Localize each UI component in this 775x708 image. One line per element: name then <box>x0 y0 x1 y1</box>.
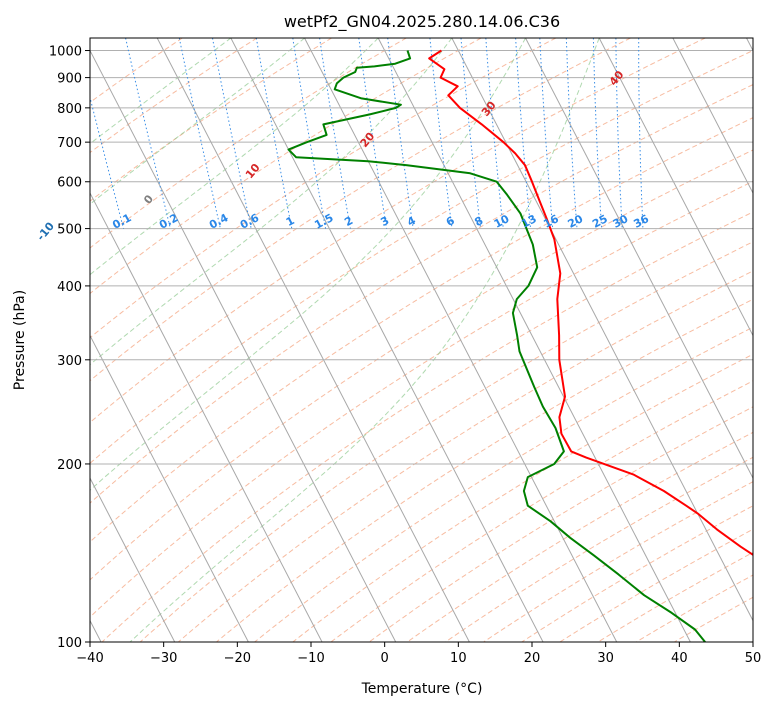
dry-adiabat <box>90 38 631 382</box>
x-tick-label: 10 <box>450 651 467 666</box>
dry-adiabat <box>254 326 753 642</box>
mixing-ratio-line <box>292 38 327 229</box>
y-tick-label: 600 <box>57 176 82 191</box>
moist-adiabat <box>90 38 379 276</box>
x-tick-label: −20 <box>224 651 251 666</box>
isotherm <box>304 38 618 642</box>
temperature-profile <box>428 49 753 556</box>
isotherm <box>230 38 544 642</box>
plot-frame <box>89 37 754 643</box>
isotherm <box>377 38 691 642</box>
y-tick-label: 700 <box>57 136 82 151</box>
mixing-ratio-line <box>460 38 482 229</box>
y-tick-label: 200 <box>57 458 82 473</box>
dry-adiabat <box>90 38 407 249</box>
moist-adiabat <box>90 38 526 491</box>
x-tick-label: 50 <box>745 651 762 666</box>
mixing-ratio-label: 25 <box>590 212 610 231</box>
isotherm <box>90 191 323 642</box>
dry-adiabat <box>90 84 753 504</box>
x-tick-label: 0 <box>381 651 389 666</box>
dry-adiabat <box>90 49 753 464</box>
mixing-ratio-line <box>125 38 171 229</box>
mixing-ratio-line <box>319 38 351 229</box>
y-tick-label: 500 <box>57 223 82 238</box>
y-axis-title: Pressure (hPa) <box>12 290 28 390</box>
dry-adiabat <box>483 481 753 642</box>
x-tick-label: 30 <box>597 651 614 666</box>
mixing-ratio-label: 10 <box>492 212 512 231</box>
x-axis-title: Temperature (°C) <box>361 681 483 697</box>
isotherm <box>525 38 753 480</box>
x-tick-label: −40 <box>76 651 103 666</box>
dry-adiabat <box>90 38 258 154</box>
dry-adiabat <box>292 353 753 642</box>
dry-adiabat <box>90 38 706 424</box>
y-tick-label: 800 <box>57 102 82 117</box>
mixing-ratio-label: 20 <box>566 212 586 231</box>
x-tick-label: 40 <box>671 651 688 666</box>
isotherm <box>598 38 753 337</box>
isotherm <box>90 49 397 642</box>
x-tick-label: −10 <box>297 651 324 666</box>
dry-adiabat <box>101 211 753 642</box>
dry-adiabat <box>407 431 753 642</box>
dry-adiabat <box>90 149 753 581</box>
mixing-ratio-label: 30 <box>611 212 631 231</box>
x-tick-label: −30 <box>150 651 177 666</box>
mixing-ratio-line <box>429 38 453 229</box>
y-tick-label: 900 <box>57 72 82 87</box>
dry-adiabat <box>90 117 753 543</box>
dry-adiabat <box>368 406 753 642</box>
y-tick-label: 400 <box>57 280 82 295</box>
mixing-ratio-label: 36 <box>631 212 651 231</box>
plot-area <box>90 38 753 642</box>
chart-title: wetPf2_GN04.2025.280.14.06.C36 <box>284 12 560 32</box>
dewpoint-profile <box>287 50 706 642</box>
isotherm <box>156 38 470 642</box>
dry-adiabat <box>177 270 753 642</box>
moist-adiabat <box>90 38 453 366</box>
isotherm <box>90 334 249 642</box>
y-tick-label: 100 <box>57 636 82 651</box>
isotherm <box>451 38 753 622</box>
x-tick-label: 20 <box>524 651 541 666</box>
mixing-ratio-line <box>387 38 414 229</box>
y-tick-label: 1000 <box>49 45 82 60</box>
axes: −40 −30 −20 −10 0 10 20 30 40 50 1000 900 800 700 600 5… <box>49 45 761 666</box>
isotherm <box>672 38 753 195</box>
moist-adiabat <box>90 38 232 145</box>
y-tick-label: 300 <box>57 354 82 369</box>
isotherm <box>90 477 176 642</box>
mixing-ratio-label: 13 <box>519 212 539 231</box>
mixing-ratio-line <box>90 95 125 229</box>
mixing-ratio-label: 16 <box>541 212 561 231</box>
dry-adiabat <box>521 505 753 642</box>
mixing-ratio-line <box>358 38 388 229</box>
